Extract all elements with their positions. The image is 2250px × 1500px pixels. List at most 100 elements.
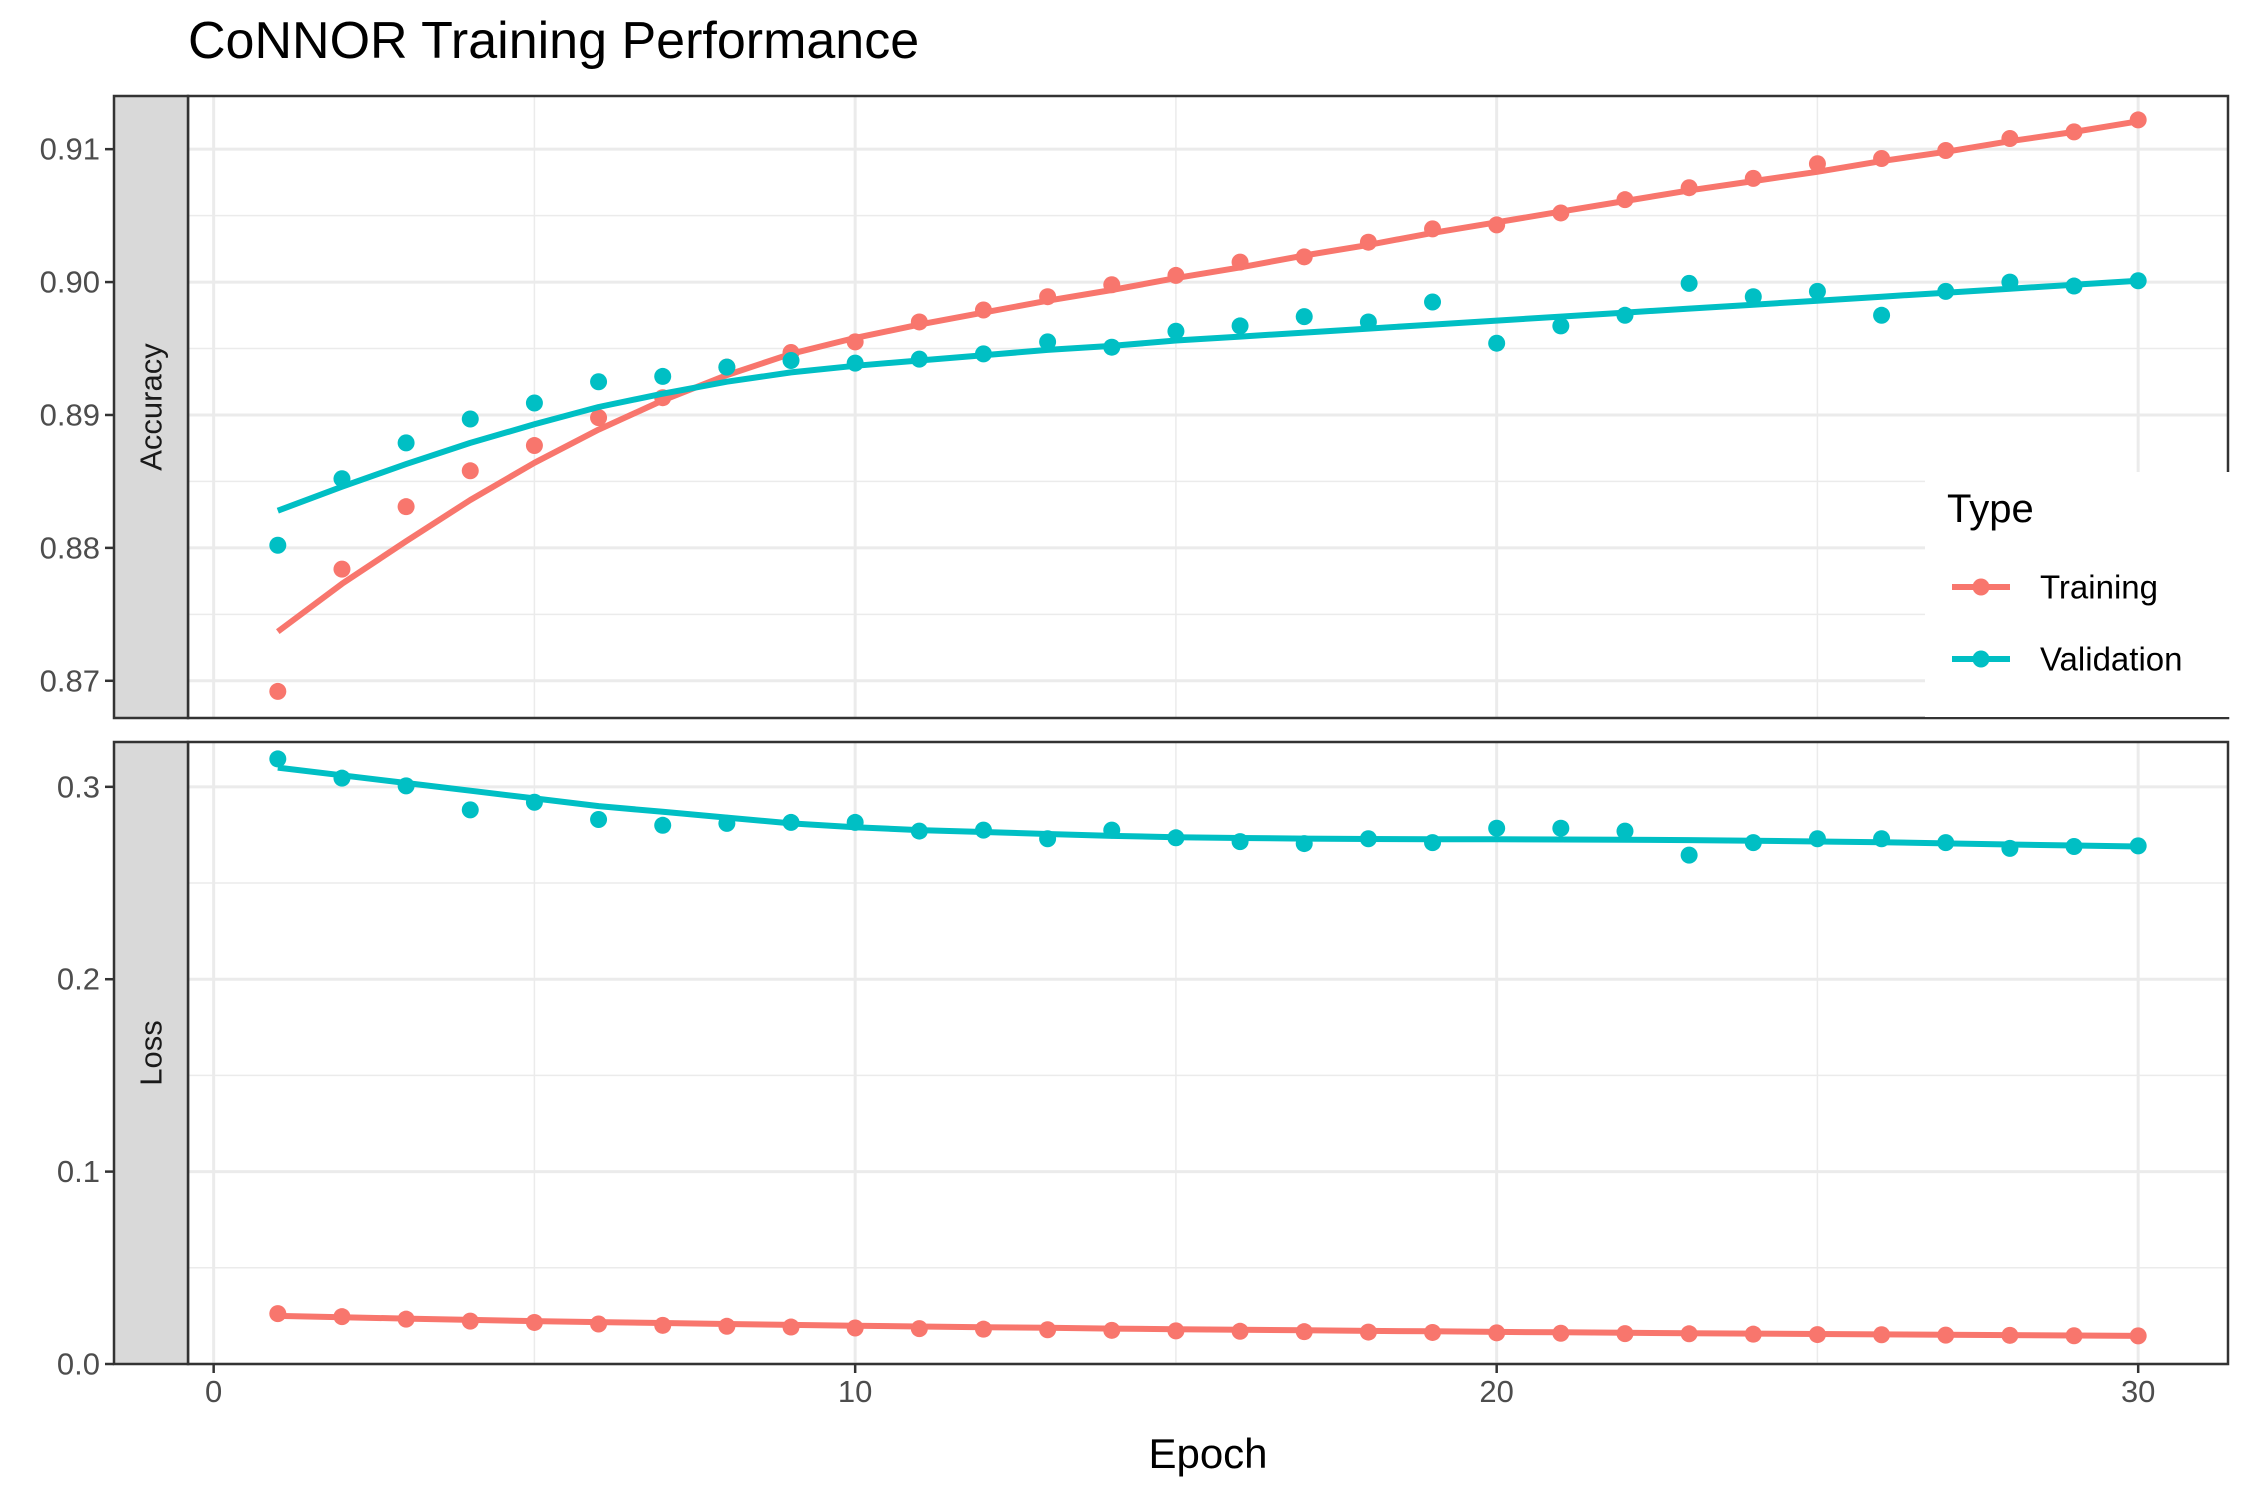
data-point [1231, 253, 1249, 271]
series-validation-accuracy [269, 272, 2147, 554]
series-training-accuracy [269, 111, 2147, 700]
x-tick-label: 0 [205, 1374, 222, 1409]
x-axis-title: Epoch [1148, 1430, 1267, 1477]
panel-background [188, 96, 2228, 718]
data-point [1424, 293, 1442, 311]
data-point [1424, 220, 1442, 238]
data-point [1103, 821, 1121, 839]
data-point [269, 750, 287, 768]
data-point [397, 498, 415, 516]
data-point [333, 1308, 351, 1326]
data-point [2065, 837, 2083, 855]
data-point [1808, 155, 1826, 173]
data-point [1488, 1324, 1506, 1342]
data-point [1488, 334, 1506, 352]
data-point [397, 1310, 415, 1328]
data-point [1808, 830, 1826, 848]
data-point [2065, 123, 2083, 141]
data-point [590, 409, 608, 427]
data-point [782, 351, 800, 369]
data-point [974, 1320, 992, 1338]
data-point [1552, 204, 1570, 222]
data-point [846, 354, 864, 372]
data-point [2001, 839, 2019, 857]
data-point [1616, 306, 1634, 324]
data-point [2129, 837, 2147, 855]
data-point [846, 1319, 864, 1337]
data-point [590, 373, 608, 391]
data-point [910, 350, 928, 368]
y-tick-label: 0.87 [40, 663, 100, 698]
data-point [1103, 338, 1121, 356]
data-point [1167, 1322, 1185, 1340]
data-point [1937, 141, 1955, 159]
trend-line-validation [277, 764, 2139, 850]
data-point [718, 1317, 736, 1335]
data-point [718, 358, 736, 376]
data-point [1616, 822, 1634, 840]
trend-line-validation [276, 277, 2139, 514]
data-point [269, 1305, 287, 1323]
data-point [1937, 282, 1955, 300]
data-point [1295, 1323, 1313, 1341]
data-point [1873, 830, 1891, 848]
y-tick-label: 0.90 [40, 265, 100, 300]
data-point [1231, 833, 1249, 851]
data-point [333, 560, 351, 578]
data-point [1873, 149, 1891, 167]
data-point [525, 793, 543, 811]
data-point [1873, 306, 1891, 324]
data-point [1039, 830, 1057, 848]
data-point [974, 821, 992, 839]
data-point [590, 811, 608, 829]
data-point [2001, 1326, 2019, 1344]
data-point [461, 801, 479, 819]
data-point [910, 313, 928, 331]
data-point [654, 1316, 672, 1334]
data-point [269, 536, 287, 554]
data-point [1744, 169, 1762, 187]
data-point [2001, 130, 2019, 148]
data-point [1488, 216, 1506, 234]
data-point [1552, 317, 1570, 335]
data-point [2065, 277, 2083, 295]
data-point [1039, 1321, 1057, 1339]
legend-item-training: Training [1952, 569, 2158, 606]
data-point [846, 813, 864, 831]
legend: Type Training Validation [1925, 472, 2250, 717]
data-point [525, 1313, 543, 1331]
data-point [1552, 1324, 1570, 1342]
data-point [910, 822, 928, 840]
data-point [1680, 1325, 1698, 1343]
data-point [1359, 830, 1377, 848]
data-point [2065, 1327, 2083, 1345]
data-point [1167, 829, 1185, 847]
data-point [333, 769, 351, 787]
data-point [1937, 1326, 1955, 1344]
data-point [1359, 1323, 1377, 1341]
panel-accuracy: Accuracy 0.87 0.88 0.89 0.90 0.91 [40, 94, 2230, 720]
y-tick-label: 0.1 [57, 1154, 100, 1189]
chart-panels: Accuracy 0.87 0.88 0.89 0.90 0.91 Loss 0.0 0.1 0.… [40, 94, 2230, 1382]
data-point [1680, 274, 1698, 292]
data-point [1359, 313, 1377, 331]
legend-key-point [1972, 650, 1990, 668]
facet-strip [112, 740, 190, 1366]
data-point [333, 470, 351, 488]
data-point [1103, 1321, 1121, 1339]
data-point [654, 816, 672, 834]
legend-item-validation: Validation [1952, 641, 2183, 678]
data-point [1103, 276, 1121, 294]
data-point [910, 1320, 928, 1338]
data-point [525, 394, 543, 412]
data-point [1295, 835, 1313, 853]
data-point [1488, 819, 1506, 837]
data-point [1424, 1323, 1442, 1341]
data-point [1295, 308, 1313, 326]
y-tick-label: 0.2 [57, 962, 100, 997]
y-tick-label: 0.91 [40, 132, 100, 167]
data-point [718, 814, 736, 832]
x-axis: 0 10 20 30 [205, 1364, 2155, 1409]
facet-label-accuracy: Accuracy [134, 343, 169, 471]
